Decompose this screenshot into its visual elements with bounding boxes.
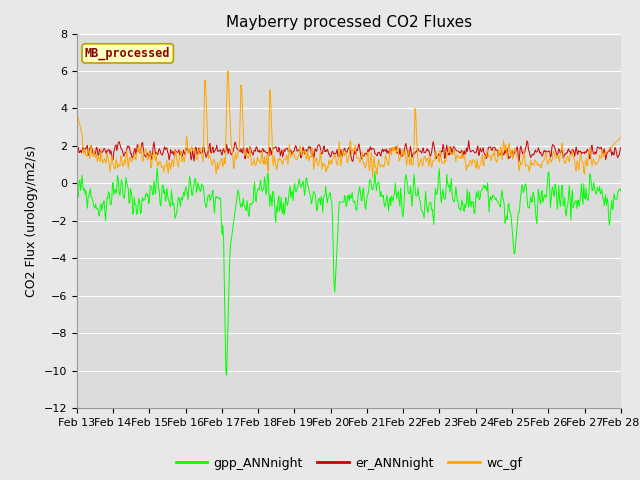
gpp_ANNnight <box>223 372 230 378</box>
wc_gf <box>83 152 90 157</box>
gpp_ANNnight <box>617 188 625 194</box>
gpp_ANNnight <box>433 192 440 197</box>
er_ANNnight <box>465 138 472 144</box>
wc_gf <box>417 158 424 164</box>
er_ANNnight <box>223 142 230 147</box>
er_ANNnight <box>73 163 81 169</box>
Line: wc_gf: wc_gf <box>77 71 621 178</box>
Line: gpp_ANNnight: gpp_ANNnight <box>77 168 621 375</box>
er_ANNnight <box>83 144 90 150</box>
Text: MB_processed: MB_processed <box>85 47 170 60</box>
er_ANNnight <box>139 140 147 145</box>
er_ANNnight <box>194 151 202 157</box>
er_ANNnight <box>617 144 625 150</box>
wc_gf <box>224 68 232 74</box>
Line: er_ANNnight: er_ANNnight <box>77 141 621 166</box>
gpp_ANNnight <box>139 195 147 201</box>
wc_gf <box>223 101 230 107</box>
Title: Mayberry processed CO2 Fluxes: Mayberry processed CO2 Fluxes <box>226 15 472 30</box>
gpp_ANNnight <box>83 197 90 203</box>
Y-axis label: CO2 Flux (urology/m2/s): CO2 Flux (urology/m2/s) <box>25 145 38 297</box>
wc_gf <box>369 175 376 180</box>
wc_gf <box>433 148 440 154</box>
wc_gf <box>617 134 625 140</box>
gpp_ANNnight <box>224 316 232 322</box>
er_ANNnight <box>415 148 422 154</box>
gpp_ANNnight <box>153 165 161 171</box>
wc_gf <box>194 154 202 159</box>
wc_gf <box>139 159 147 165</box>
gpp_ANNnight <box>195 185 202 191</box>
gpp_ANNnight <box>73 181 81 187</box>
wc_gf <box>73 146 81 152</box>
gpp_ANNnight <box>417 198 424 204</box>
er_ANNnight <box>431 147 438 153</box>
Legend: gpp_ANNnight, er_ANNnight, wc_gf: gpp_ANNnight, er_ANNnight, wc_gf <box>171 452 527 475</box>
